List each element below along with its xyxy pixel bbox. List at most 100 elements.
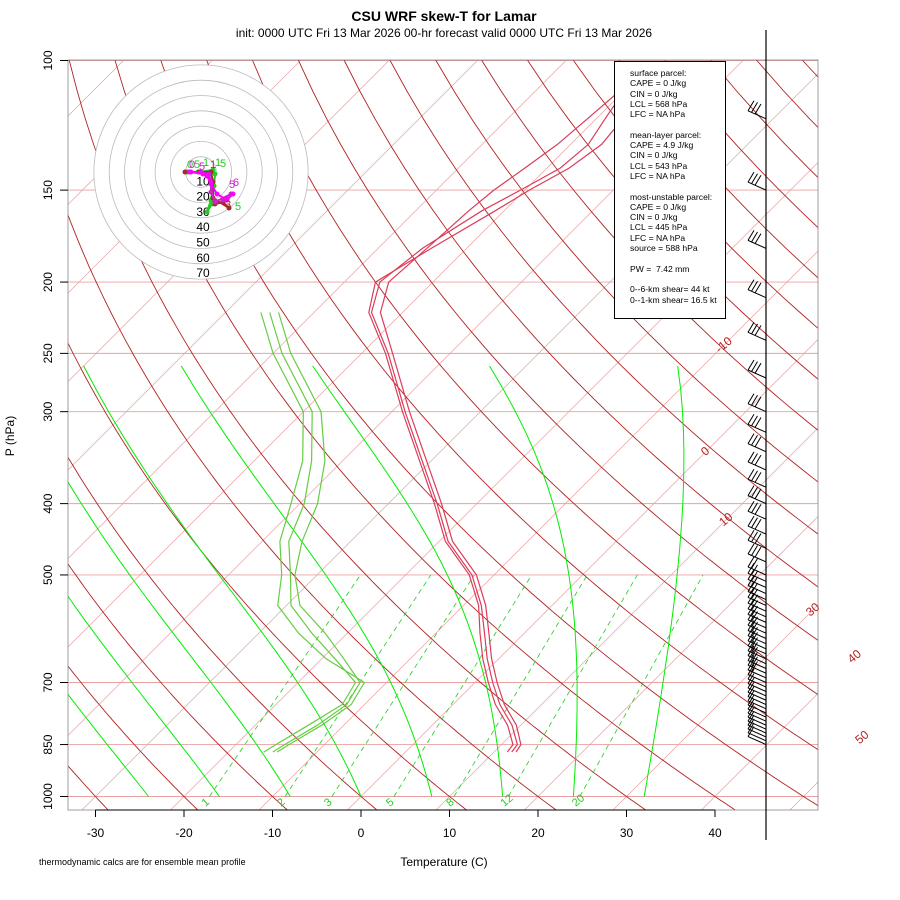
most-unstable-parcel-line: CIN = 0 J/kg [630,212,678,223]
hodograph-ring [154,125,248,219]
hodograph-ring-label: 40 [196,220,210,234]
wind-barb-feather [747,702,755,714]
wind-barb-shaft [747,650,767,660]
dry-adiabat-line [389,60,818,535]
wind-barb-feather [747,530,755,541]
wind-barb-feather [747,322,755,333]
dewpoint-profile-line [272,312,361,753]
wind-barb-shaft [747,674,767,683]
wind-barb-shaft [747,443,767,453]
hodograph-point [212,171,218,177]
wind-barb-feather [754,472,762,483]
wind-barb-shaft [747,687,767,697]
pressure-tick-label: 850 [41,734,55,754]
wind-barb-shaft [747,423,767,433]
hodograph-point-label: 1 [203,157,209,169]
temperature-tick-label: -20 [175,826,193,840]
temperature-tick-label: 0 [358,826,365,840]
wind-barb-feather [747,694,755,706]
temperature-profile-line [379,90,620,753]
wind-barb-shaft [747,181,767,191]
hodograph-point [204,209,210,215]
wind-barb-feather [747,515,755,527]
wind-barb-shaft [747,591,767,600]
wind-barb-shaft [747,495,767,505]
dry-adiabat-line [68,456,378,810]
wind-barb-feather [754,233,762,244]
wind-barb-feather [747,279,755,290]
hodograph-point-label: 5 [235,201,241,213]
pressure-tick-label: 100 [41,50,55,70]
y-axis-label: P (hPa) [3,416,17,456]
isotherm-line [258,250,818,810]
pressure-tick-label: 200 [41,272,55,292]
hodograph-point [200,171,206,177]
wind-barb-feather [747,500,755,512]
isotherm-label: 50 [852,727,871,747]
dry-adiabat-line [114,60,736,810]
isotherm-line [701,693,818,810]
wind-barb-feather [754,362,762,374]
wind-barb-shaft [747,331,767,341]
wind-barb-feather [754,282,762,294]
wind-barb-shaft [747,566,767,576]
wind-barb-feather [751,558,758,569]
pressure-tick-label: 1000 [41,783,55,810]
shear-line: 0--1-km shear= 16.5 kt [630,294,717,305]
wind-barb-feather [747,681,755,693]
mixing-ratio-line [393,574,533,797]
hodograph-point [208,181,214,187]
wind-barb-shaft [747,700,767,710]
isotherm-label: 0 [698,443,712,458]
wind-barb-feather [751,486,758,498]
wind-barb-shaft [747,696,767,706]
hodograph-point [214,191,220,197]
wind-barb-shaft [747,645,767,655]
wind-barb-shaft [747,510,767,520]
surface-parcel-section: surface parcel: CAPE = 0 J/kg CIN = 0 J/kg… [630,68,725,119]
wind-barb-feather [751,395,758,406]
wind-barb-shaft [747,572,767,582]
wind-barb-shaft [747,635,767,645]
mean-layer-parcel-line: LFC = NA hPa [630,170,686,181]
wind-barb-feather [747,556,755,568]
wind-barb-feather [751,605,758,617]
hodograph-point-label: 3 [225,199,231,211]
wind-barb-feather [754,436,762,448]
mixing-ratio-line [507,574,638,797]
isotherm-line [170,162,818,810]
dry-adiabat-line [526,60,818,380]
dry-adiabat-line [755,60,818,129]
wind-barb-feather [751,231,758,243]
wind-barb-shaft [747,669,767,679]
surface-parcel-line: CIN = 0 J/kg [630,88,678,99]
wind-barb-feather [751,453,758,464]
wind-barb-feather [751,600,758,611]
wind-barb-feather [747,668,755,680]
wind-barb-feather [747,722,755,734]
hodograph-ring [169,140,232,203]
wind-barb-feather [747,604,755,615]
isotherm-label: 30 [803,600,822,620]
x-axis-label: Temperature (C) [400,855,487,869]
pressure-tick-label: 500 [41,565,55,585]
wind-barb-shaft [747,403,767,413]
most-unstable-parcel-line: source = 588 hPa [630,243,698,254]
isotherm-line [68,60,656,648]
mixing-ratio-label: 12 [498,792,515,809]
hodograph-ring-label: 20 [196,190,210,204]
hodograph-point-label: 5 [199,161,205,173]
wind-barb-shaft [747,585,767,595]
wind-barb-feather [747,451,755,463]
dry-adiabat-line [206,60,818,751]
mean-layer-parcel-line: LCL = 543 hPa [630,160,688,171]
wind-barb-feather [751,280,758,292]
pressure-tick-label: 700 [41,672,55,692]
dry-adiabat-line [297,60,818,641]
wind-barb-feather [751,545,758,556]
wind-barb-shaft [747,596,767,606]
parcel-info-box: surface parcel: CAPE = 0 J/kg CIN = 0 J/kg… [614,61,726,319]
